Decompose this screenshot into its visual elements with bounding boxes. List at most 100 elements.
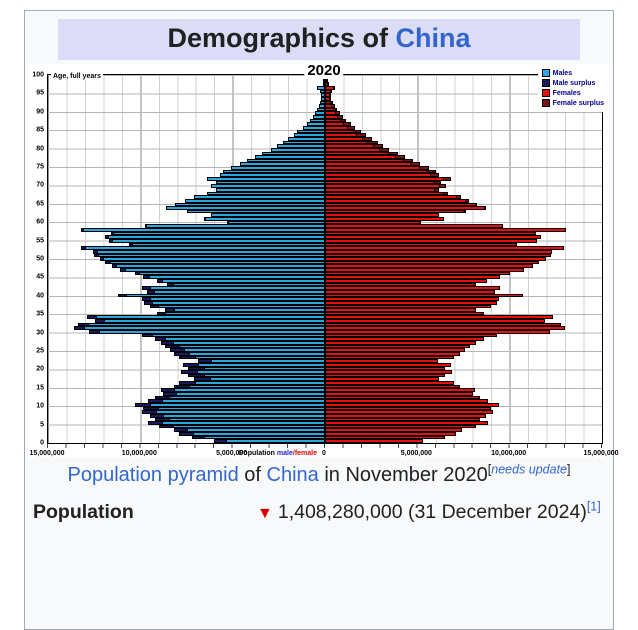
male-bar-age-40 — [118, 293, 325, 298]
male-surplus-bar-age-52 — [93, 249, 98, 254]
male-surplus-bar-age-59 — [144, 224, 147, 229]
flag-close-bracket: ] — [567, 462, 571, 477]
male-bar-age-10 — [134, 402, 325, 407]
legend-swatch-icon — [541, 79, 550, 87]
female-bar-age-3 — [325, 428, 462, 433]
male-surplus-bar-age-42 — [142, 286, 151, 290]
male-bar-age-67 — [193, 195, 325, 199]
population-label: Population — [33, 501, 134, 523]
pyramid-plot: Age, full years 0 5 10 15 20 25 30 35 40 45 50 55 60… — [32, 72, 603, 447]
female-bar-age-12 — [325, 395, 481, 400]
male-surplus-bar-age-51 — [94, 253, 99, 258]
male-surplus-bar-age-23 — [179, 355, 196, 360]
legend-label: Males — [552, 69, 573, 77]
female-bar-age-15 — [325, 384, 460, 389]
needs-update-flag: [needs update] — [488, 462, 571, 476]
x-axis-title: Population male/female — [239, 450, 317, 457]
male-bar-age-95 — [321, 93, 325, 97]
male-bar-age-50 — [99, 257, 325, 261]
title-link-china[interactable]: China — [395, 23, 471, 53]
male-bar-age-61 — [204, 217, 325, 221]
female-bar-age-34 — [325, 315, 554, 320]
caption-link-china[interactable]: China — [266, 464, 319, 486]
male-surplus-bar-age-44 — [156, 279, 164, 283]
female-bar-age-46 — [325, 271, 510, 276]
female-bar-age-65 — [325, 202, 478, 207]
caption-link-population-pyramid[interactable]: Population pyramid — [67, 464, 239, 486]
female-bar-age-73 — [325, 173, 439, 178]
male-bar-age-86 — [302, 126, 325, 130]
male-bar-age-78 — [254, 155, 325, 159]
male-bar-age-75 — [230, 166, 325, 170]
male-bar-age-8 — [142, 410, 325, 414]
y-tick-label-45: 45 — [36, 273, 44, 281]
male-bar-age-65 — [175, 202, 325, 207]
male-bar-age-49 — [105, 260, 325, 265]
female-surplus-bar-age-89 — [337, 115, 343, 119]
legend-item-1: Male surplus — [541, 79, 604, 87]
y-tick-label-80: 80 — [36, 145, 44, 153]
male-surplus-bar-age-13 — [162, 392, 178, 396]
male-bar-age-55 — [108, 238, 325, 243]
female-surplus-bar-age-77 — [402, 158, 413, 163]
male-bar-age-44 — [156, 279, 325, 283]
legend-label: Female surplus — [552, 99, 604, 107]
male-bar-age-62 — [210, 213, 325, 218]
female-surplus-bar-age-63 — [463, 209, 466, 214]
female-bar-age-42 — [325, 286, 500, 290]
male-surplus-bar-age-26 — [165, 344, 181, 349]
male-surplus-bar-age-46 — [134, 271, 141, 276]
male-surplus-bar-age-60 — [226, 220, 229, 225]
male-surplus-bar-age-28 — [155, 337, 167, 341]
female-bar-age-11 — [325, 399, 488, 403]
x-axis-title-separator: / — [292, 450, 295, 457]
male-bar-age-9 — [143, 406, 325, 411]
male-bar-age-52 — [93, 249, 325, 254]
male-bar-age-77 — [247, 158, 325, 163]
male-bar-age-19 — [180, 370, 325, 374]
male-bar-age-45 — [143, 275, 325, 280]
needs-update-link[interactable]: needs update — [491, 462, 568, 477]
caption-mid-text: of — [238, 464, 267, 486]
male-bar-age-90 — [314, 111, 325, 116]
female-bar-age-62 — [325, 213, 440, 218]
male-surplus-bar-age-22 — [197, 359, 213, 363]
female-bar-age-76 — [325, 162, 421, 167]
female-surplus-bar-age-85 — [352, 129, 361, 134]
female-surplus-bar-age-84 — [356, 133, 366, 137]
male-bar-age-24 — [173, 351, 325, 356]
female-bar-age-70 — [325, 184, 446, 188]
y-tick-label-15: 15 — [36, 384, 44, 392]
population-pyramid-chart: 2020 Age, full years 0 5 10 15 20 25 30 35 40 45 5… — [28, 62, 619, 458]
female-bar-age-28 — [325, 337, 484, 341]
female-bar-age-37 — [325, 304, 492, 309]
female-bar-age-6 — [325, 417, 481, 422]
male-bar-age-26 — [165, 344, 325, 349]
male-surplus-bar-age-16 — [179, 381, 196, 385]
female-surplus-bar-age-90 — [335, 111, 340, 116]
female-surplus-bar-age-93 — [330, 100, 333, 105]
female-bar-age-39 — [325, 297, 499, 301]
female-surplus-bar-age-92 — [331, 104, 335, 108]
male-bar-age-18 — [188, 373, 325, 378]
male-bar-age-39 — [142, 297, 325, 301]
female-surplus-bar-age-72 — [443, 177, 452, 181]
male-surplus-bar-age-14 — [160, 388, 176, 392]
male-bar-age-25 — [169, 348, 325, 352]
male-bar-age-69 — [216, 187, 325, 192]
reference-1-link[interactable]: [1] — [586, 499, 601, 514]
female-surplus-bar-age-88 — [339, 118, 347, 123]
female-bar-age-44 — [325, 279, 487, 283]
female-bar-age-52 — [325, 249, 553, 254]
female-surplus-bar-age-76 — [409, 162, 421, 167]
female-bar-age-17 — [325, 377, 440, 382]
male-surplus-bar-age-30 — [88, 330, 100, 334]
female-bar-age-29 — [325, 333, 497, 338]
x-tick-label-0: 15,000,000 — [29, 450, 65, 457]
male-surplus-bar-age-55 — [108, 238, 113, 243]
male-bar-age-51 — [94, 253, 325, 258]
male-bar-age-42 — [142, 286, 325, 290]
flag-open-bracket: [ — [487, 462, 492, 477]
caption-tail-text: in November 2020 — [318, 464, 488, 486]
male-bar-age-60 — [228, 220, 325, 225]
